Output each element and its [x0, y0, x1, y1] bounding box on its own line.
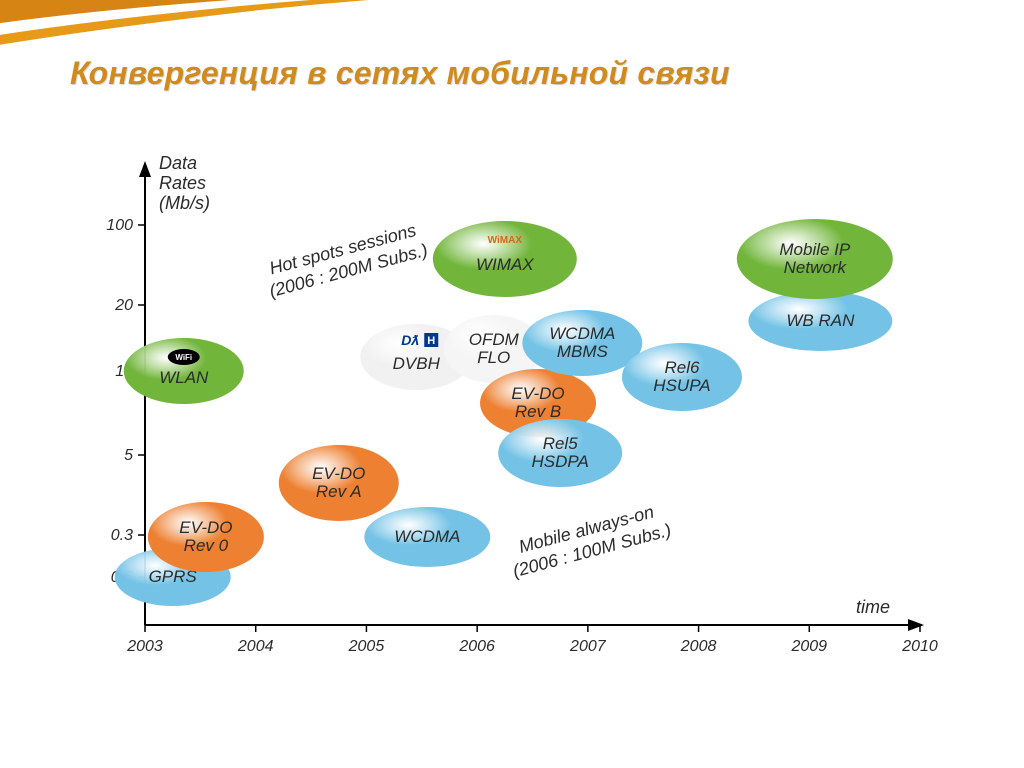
bubble-label: WCDMA [549, 324, 615, 343]
tech-bubble: Rel6HSUPA [622, 343, 742, 411]
x-tick: 2005 [348, 638, 385, 655]
bubble-label: Mobile IP [779, 240, 851, 259]
convergence-chart: DataRates(Mb/s)0.60.35102010020032004200… [90, 135, 950, 705]
bubble-label: MBMS [557, 342, 609, 361]
annotation: Hot spots sessions(2006 : 200M Subs.) [261, 218, 429, 301]
tech-bubble: WCDMAMBMS [522, 310, 642, 376]
bubble-label: HSDPA [532, 452, 589, 471]
bubble-label: WCDMA [394, 527, 460, 546]
x-tick: 2004 [237, 638, 274, 655]
bubble-label: Rev A [316, 482, 362, 501]
y-axis-label: (Mb/s) [159, 193, 210, 213]
tech-bubble: WCDMA [364, 507, 490, 567]
tech-bubble: Mobile IPNetwork [737, 219, 893, 299]
bubble-label: DVBH [393, 354, 441, 373]
x-tick: 2010 [901, 638, 938, 655]
y-tick: 20 [114, 297, 133, 314]
tech-bubble: EV-DORev A [279, 445, 399, 521]
tech-bubble: WiFi WLAN [124, 338, 244, 404]
x-tick: 2003 [126, 638, 163, 655]
bubble-label: WIMAX [476, 255, 534, 274]
svg-text:WiMAX: WiMAX [488, 235, 523, 246]
x-axis-label: time [856, 597, 890, 617]
x-tick: 2009 [790, 638, 827, 655]
bubble-label: Rel6 [664, 358, 700, 377]
tech-bubble: EV-DORev 0 [148, 502, 264, 572]
x-tick: 2008 [680, 638, 717, 655]
bubble-label: EV-DO [312, 464, 365, 483]
bubble-label: EV-DO [511, 384, 564, 403]
y-axis-label: Data [159, 153, 197, 173]
y-tick: 0.3 [111, 527, 133, 544]
slide: Конвергенция в сетях мобильной связи Dat… [0, 0, 1024, 768]
bubble-label: EV-DO [179, 518, 232, 537]
bubble-label: OFDM [469, 330, 520, 349]
bubble-label: Rev B [515, 402, 561, 421]
x-tick: 2006 [458, 638, 495, 655]
y-tick: 100 [106, 217, 133, 234]
bubble-label: Rev 0 [184, 536, 229, 555]
x-tick: 2007 [569, 638, 607, 655]
annotation: Mobile always-on(2006 : 100M Subs.) [505, 498, 673, 581]
tech-bubble: Rel5HSDPA [498, 419, 622, 487]
tech-bubble: WB RAN [748, 291, 892, 351]
bubble-label: WB RAN [786, 311, 855, 330]
bubble-label: FLO [477, 348, 510, 367]
svg-text:H: H [427, 335, 435, 347]
tech-bubble: WiMAX WIMAX [433, 221, 577, 297]
svg-text:Dƛ: Dƛ [401, 332, 419, 348]
decorative-swoosh [0, 0, 560, 50]
y-tick: 5 [124, 447, 133, 464]
bubble-label: WLAN [159, 368, 209, 387]
bubble-label: Network [784, 258, 848, 277]
bubble-label: HSUPA [653, 376, 710, 395]
bubble-label: Rel5 [543, 434, 579, 453]
y-axis-label: Rates [159, 173, 206, 193]
slide-title: Конвергенция в сетях мобильной связи [70, 55, 730, 92]
svg-text:WiFi: WiFi [175, 353, 192, 362]
